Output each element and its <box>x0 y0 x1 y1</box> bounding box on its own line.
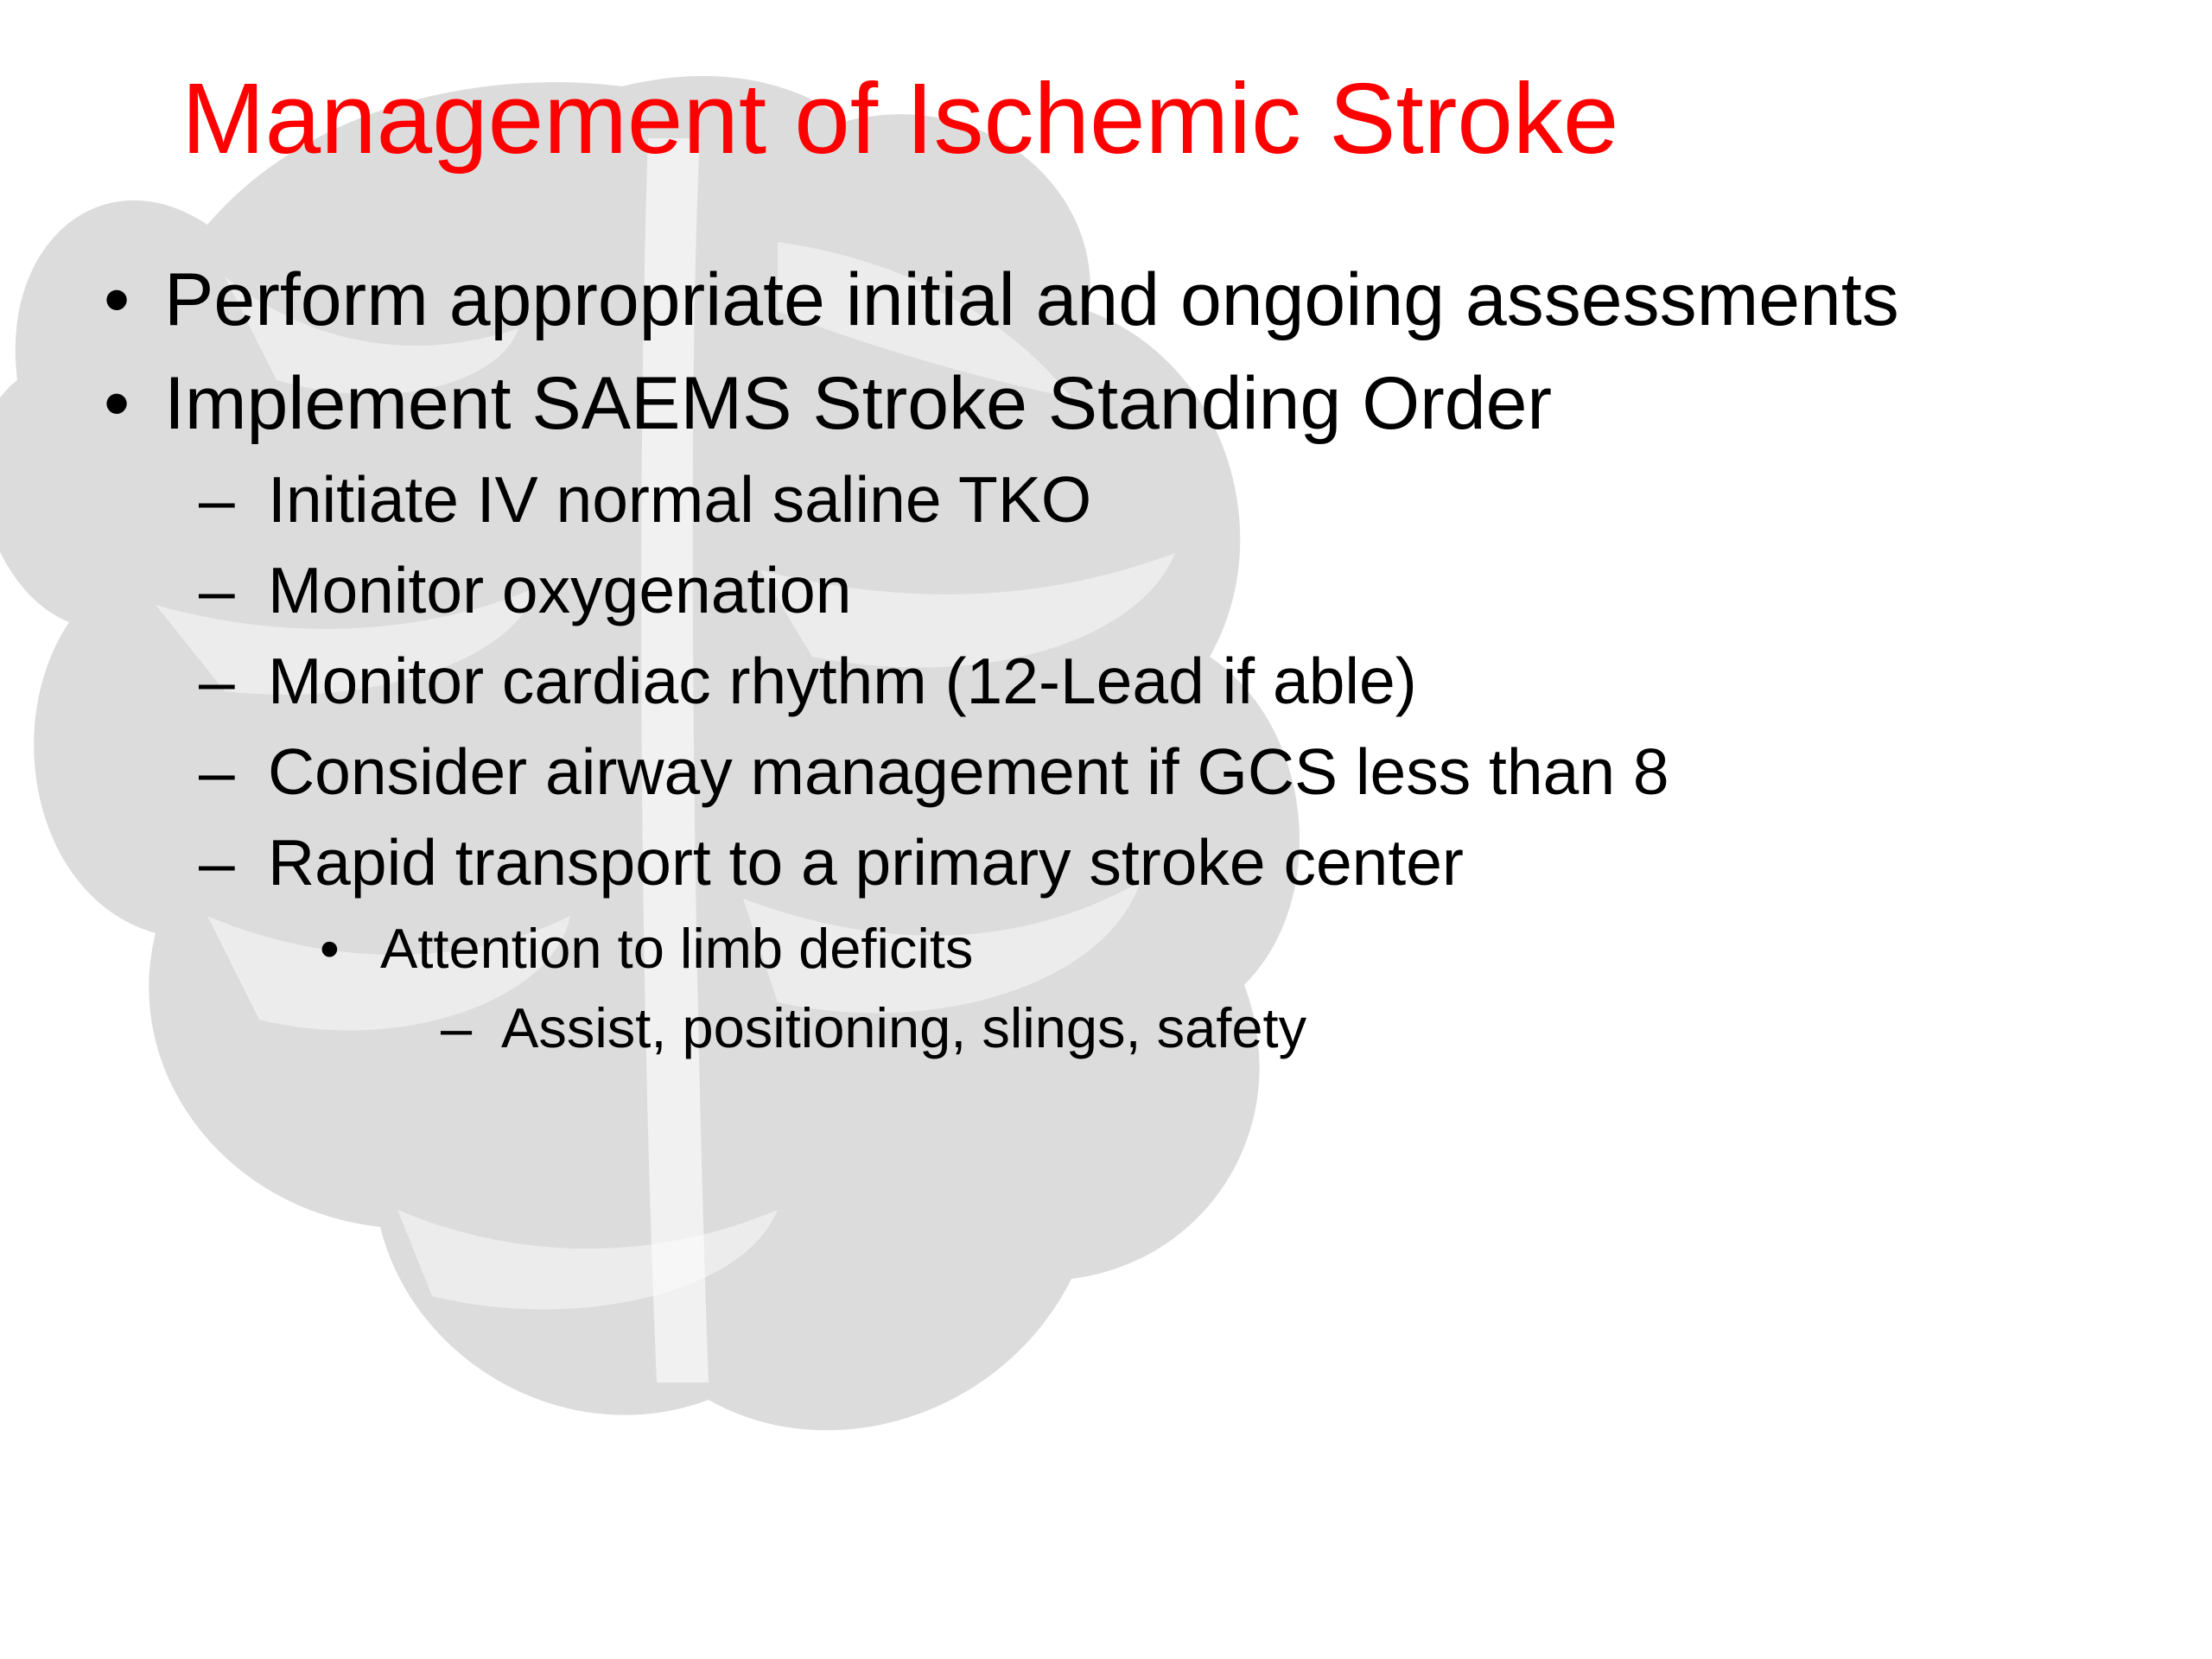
bullet-l4: Assist, positioning, slings, safety <box>380 990 2134 1066</box>
bullet-list-l3: Attention to limb deficits Assist, posit… <box>268 911 2134 1066</box>
bullet-list-l2: Initiate IV normal saline TKO Monitor ox… <box>164 457 2134 1066</box>
bullet-list-l4: Assist, positioning, slings, safety <box>380 990 2134 1066</box>
bullet-text: Initiate IV normal saline TKO <box>268 463 1091 536</box>
bullet-l2: Initiate IV normal saline TKO <box>164 457 2134 543</box>
bullet-text: Attention to limb deficits <box>380 917 973 980</box>
slide-title: Management of Ischemic Stroke <box>181 60 2134 176</box>
bullet-l2: Monitor oxygenation <box>164 548 2134 633</box>
bullet-l2: Monitor cardiac rhythm (12-Lead if able) <box>164 639 2134 724</box>
bullet-list-l1: Perform appropriate initial and ongoing … <box>78 254 2134 1066</box>
bullet-text: Perform appropriate initial and ongoing … <box>164 258 1899 341</box>
bullet-text: Implement SAEMS Stroke Standing Order <box>164 362 1552 445</box>
bullet-text: Assist, positioning, slings, safety <box>501 996 1306 1059</box>
bullet-l3: Attention to limb deficits Assist, posit… <box>268 911 2134 1066</box>
bullet-text: Monitor cardiac rhythm (12-Lead if able) <box>268 645 1417 717</box>
bullet-l1: Implement SAEMS Stroke Standing Order In… <box>78 358 2134 1066</box>
bullet-text: Consider airway management if GCS less t… <box>268 735 1669 808</box>
slide-content: Management of Ischemic Stroke Perform ap… <box>0 0 2212 1066</box>
bullet-l2: Consider airway management if GCS less t… <box>164 729 2134 815</box>
bullet-text: Monitor oxygenation <box>268 554 851 626</box>
bullet-l1: Perform appropriate initial and ongoing … <box>78 254 2134 347</box>
bullet-text: Rapid transport to a primary stroke cent… <box>268 826 1464 899</box>
bullet-l2: Rapid transport to a primary stroke cent… <box>164 820 2134 1066</box>
